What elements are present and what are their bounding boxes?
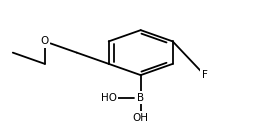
Text: B: B [137,93,144,103]
Text: O: O [41,36,49,46]
Text: F: F [202,70,208,80]
Text: OH: OH [133,113,149,123]
Text: HO: HO [101,93,117,103]
